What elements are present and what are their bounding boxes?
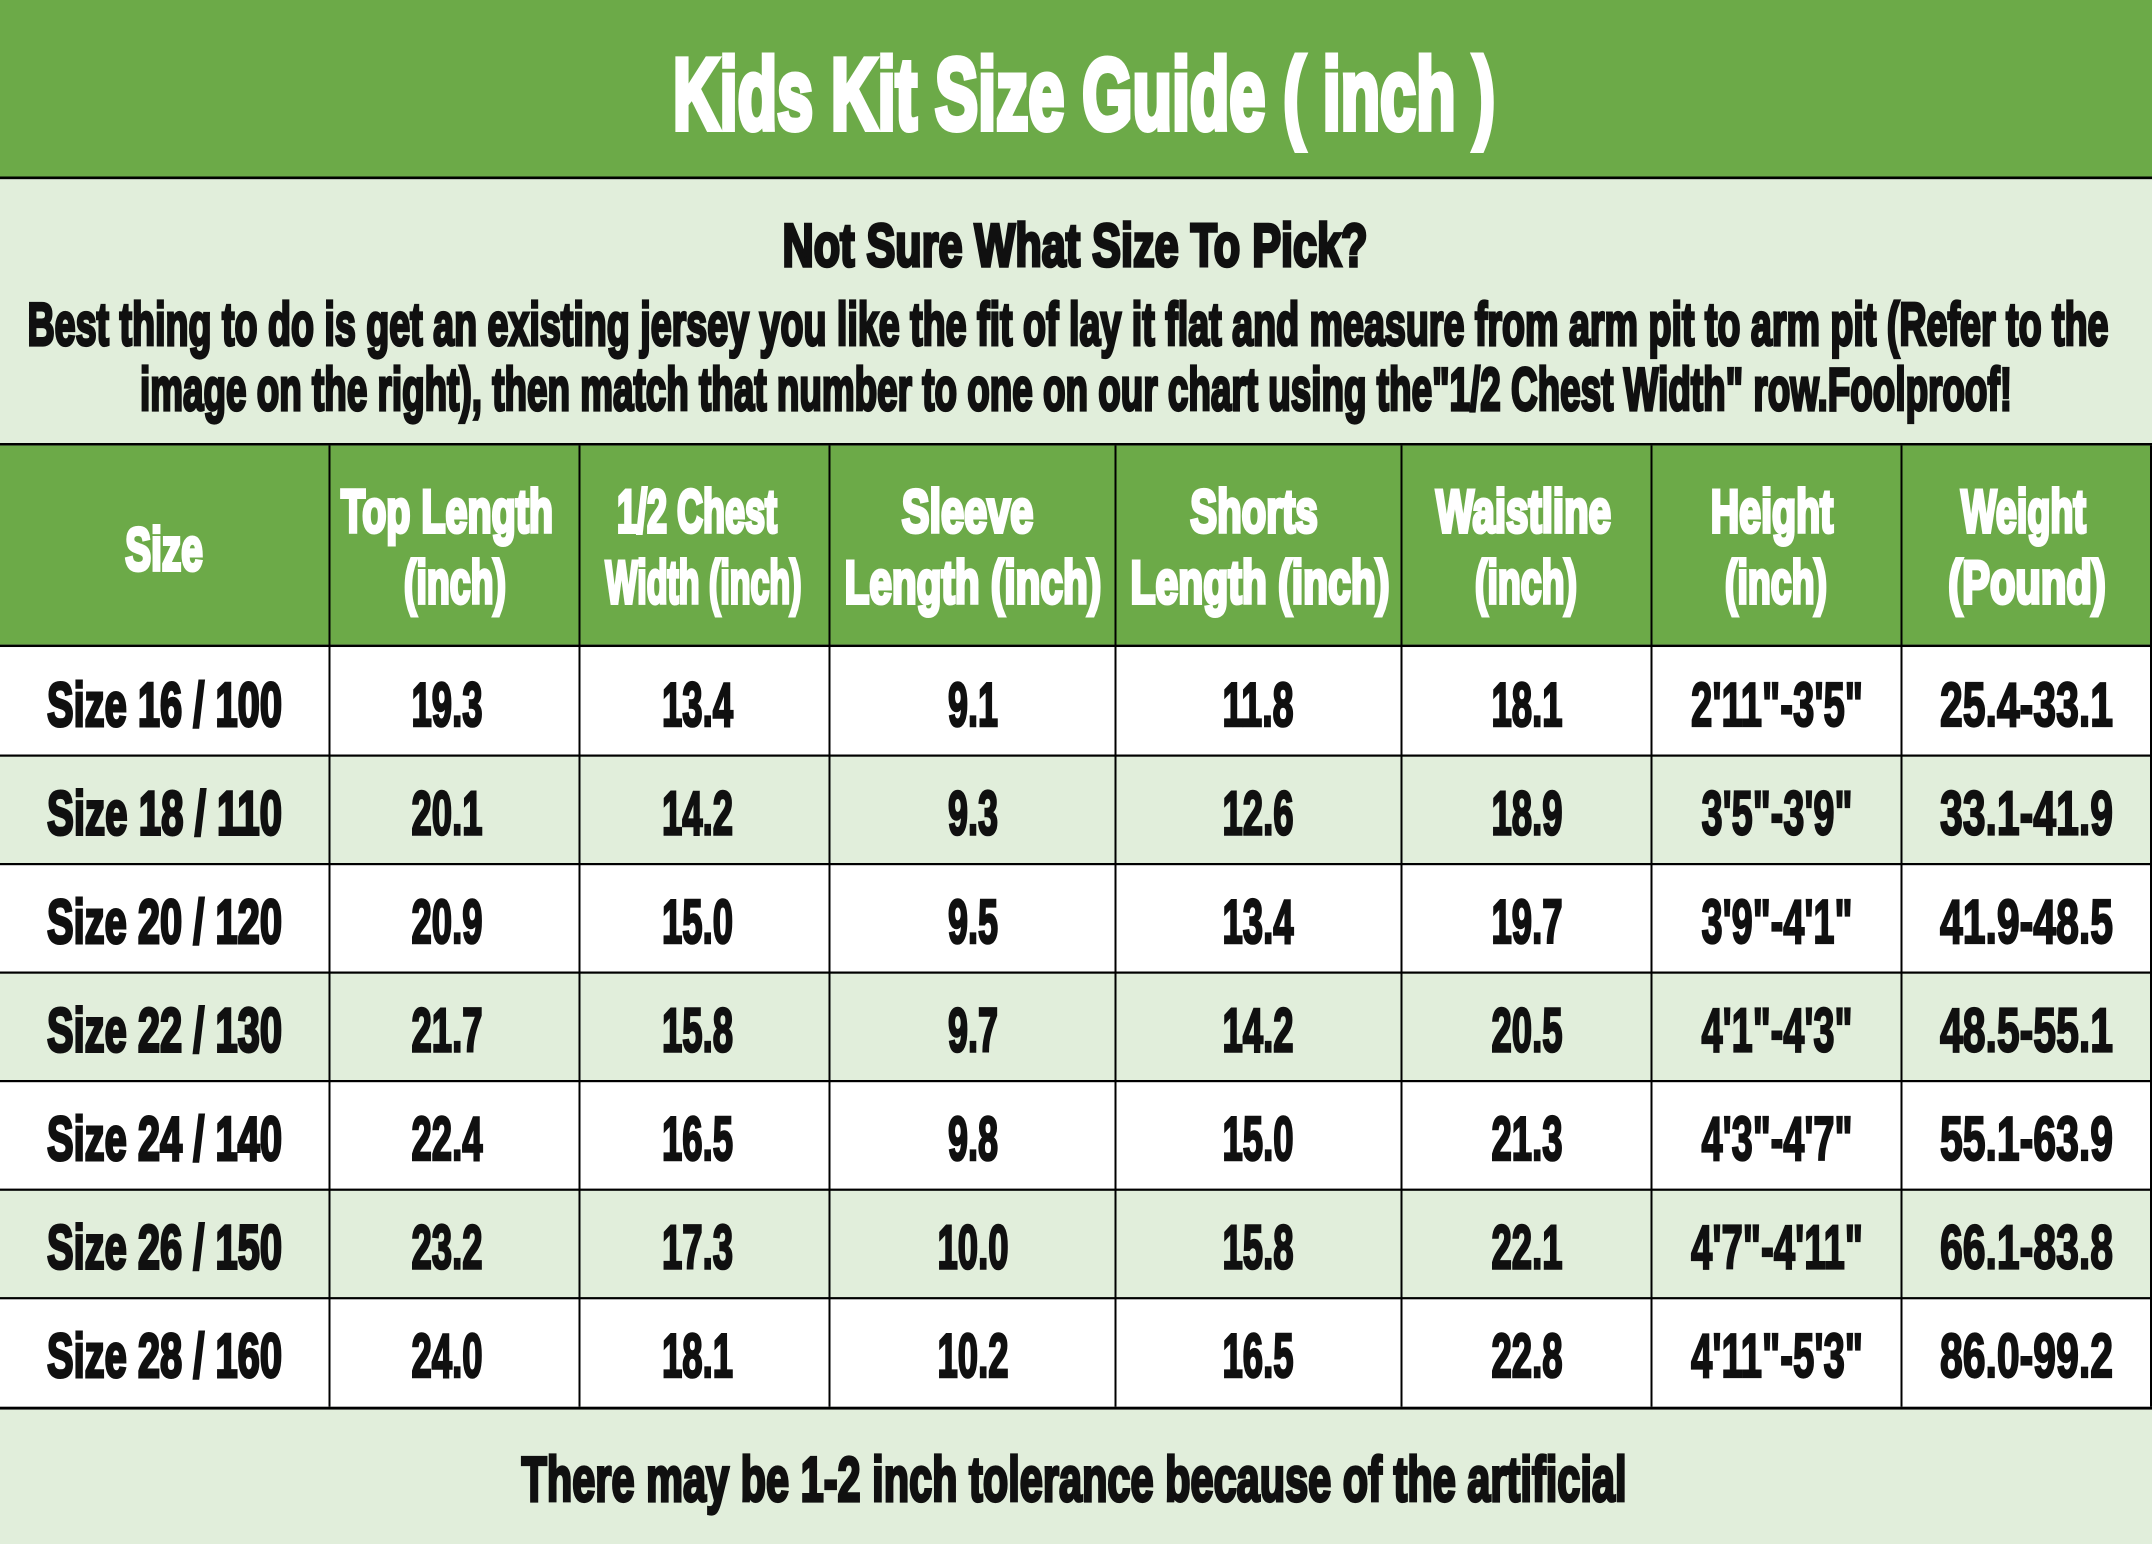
svg-text:Weight: Weight (1961, 477, 2086, 545)
svg-text:15.8: 15.8 (1223, 1214, 1294, 1283)
svg-text:Size: Size (125, 515, 203, 583)
svg-text:Top Length: Top Length (341, 477, 553, 545)
svg-text:33.1-41.9: 33.1-41.9 (1940, 780, 2113, 849)
svg-text:14.2: 14.2 (1223, 997, 1294, 1066)
svg-text:18.1: 18.1 (1492, 671, 1563, 740)
svg-text:11.8: 11.8 (1223, 671, 1294, 740)
svg-text:Kids Kit Size Guide ( inch ): Kids Kit Size Guide ( inch ) (673, 39, 1495, 151)
svg-text:23.2: 23.2 (412, 1214, 483, 1283)
svg-text:Size 16 / 100: Size 16 / 100 (47, 671, 282, 740)
svg-text:17.3: 17.3 (662, 1214, 733, 1283)
svg-text:Waistline: Waistline (1436, 477, 1611, 545)
svg-text:There may be 1-2 inch toleranc: There may be 1-2 inch tolerance because … (522, 1445, 1627, 1515)
svg-text:Size 18 / 110: Size 18 / 110 (47, 780, 282, 849)
svg-text:66.1-83.8: 66.1-83.8 (1940, 1214, 2113, 1283)
svg-text:Length (inch): Length (inch) (845, 548, 1102, 616)
svg-text:Best thing to do is get an exi: Best thing to do is get an existing jers… (28, 291, 2109, 358)
svg-text:Shorts: Shorts (1190, 477, 1318, 545)
svg-text:55.1-63.9: 55.1-63.9 (1940, 1105, 2113, 1174)
svg-text:9.7: 9.7 (948, 997, 998, 1066)
svg-text:Size 22 / 130: Size 22 / 130 (47, 997, 282, 1066)
svg-text:9.5: 9.5 (948, 888, 998, 957)
svg-text:Not Sure What Size To Pick?: Not Sure What Size To Pick? (783, 212, 1368, 279)
svg-text:10.0: 10.0 (938, 1214, 1009, 1283)
svg-text:24.0: 24.0 (412, 1322, 483, 1391)
svg-text:14.2: 14.2 (662, 780, 733, 849)
svg-text:16.5: 16.5 (662, 1105, 733, 1174)
svg-text:13.4: 13.4 (1223, 888, 1294, 957)
svg-text:16.5: 16.5 (1223, 1322, 1294, 1391)
svg-text:22.8: 22.8 (1492, 1322, 1563, 1391)
svg-text:4'1"-4'3": 4'1"-4'3" (1702, 997, 1853, 1066)
svg-text:20.1: 20.1 (412, 780, 483, 849)
svg-text:4'11"-5'3": 4'11"-5'3" (1691, 1322, 1863, 1391)
svg-text:19.7: 19.7 (1492, 888, 1563, 957)
svg-text:Size 24 / 140: Size 24 / 140 (47, 1105, 282, 1174)
svg-text:3'5"-3'9": 3'5"-3'9" (1702, 780, 1853, 849)
svg-text:20.5: 20.5 (1492, 997, 1563, 1066)
svg-text:9.3: 9.3 (948, 780, 998, 849)
svg-text:Size 26 / 150: Size 26 / 150 (47, 1214, 282, 1283)
svg-text:15.8: 15.8 (662, 997, 733, 1066)
svg-text:18.9: 18.9 (1492, 780, 1563, 849)
svg-text:25.4-33.1: 25.4-33.1 (1940, 671, 2113, 740)
svg-text:Width (inch): Width (inch) (606, 548, 802, 616)
svg-text:(inch): (inch) (404, 548, 506, 616)
svg-text:(inch): (inch) (1475, 548, 1577, 616)
svg-text:(inch): (inch) (1725, 548, 1827, 616)
svg-text:Length (inch): Length (inch) (1131, 548, 1390, 616)
svg-text:22.1: 22.1 (1492, 1214, 1563, 1283)
svg-text:3'9"-4'1": 3'9"-4'1" (1702, 888, 1853, 957)
svg-text:15.0: 15.0 (1223, 1105, 1294, 1174)
svg-text:48.5-55.1: 48.5-55.1 (1940, 997, 2113, 1066)
svg-text:(Pound): (Pound) (1948, 548, 2106, 616)
svg-text:9.8: 9.8 (948, 1105, 998, 1174)
svg-text:13.4: 13.4 (662, 671, 733, 740)
svg-text:image on the right), then matc: image on the right), then match that num… (140, 356, 2012, 423)
svg-text:12.6: 12.6 (1223, 780, 1294, 849)
svg-text:86.0-99.2: 86.0-99.2 (1940, 1322, 2113, 1391)
svg-text:21.7: 21.7 (412, 997, 483, 1066)
svg-text:Size 20 / 120: Size 20 / 120 (47, 888, 282, 957)
svg-text:20.9: 20.9 (412, 888, 483, 957)
svg-text:Size 28 / 160: Size 28 / 160 (47, 1322, 282, 1391)
svg-text:4'7"-4'11": 4'7"-4'11" (1691, 1214, 1863, 1283)
svg-text:1/2 Chest: 1/2 Chest (617, 477, 777, 545)
svg-text:2'11"-3'5": 2'11"-3'5" (1691, 671, 1863, 740)
svg-text:18.1: 18.1 (662, 1322, 733, 1391)
svg-text:19.3: 19.3 (412, 671, 483, 740)
svg-text:22.4: 22.4 (412, 1105, 483, 1174)
svg-text:9.1: 9.1 (948, 671, 998, 740)
svg-text:Height: Height (1711, 477, 1834, 545)
svg-text:41.9-48.5: 41.9-48.5 (1940, 888, 2113, 957)
svg-text:21.3: 21.3 (1492, 1105, 1563, 1174)
svg-text:Sleeve: Sleeve (902, 477, 1034, 545)
svg-text:15.0: 15.0 (662, 888, 733, 957)
svg-text:10.2: 10.2 (938, 1322, 1009, 1391)
svg-text:4'3"-4'7": 4'3"-4'7" (1702, 1105, 1853, 1174)
